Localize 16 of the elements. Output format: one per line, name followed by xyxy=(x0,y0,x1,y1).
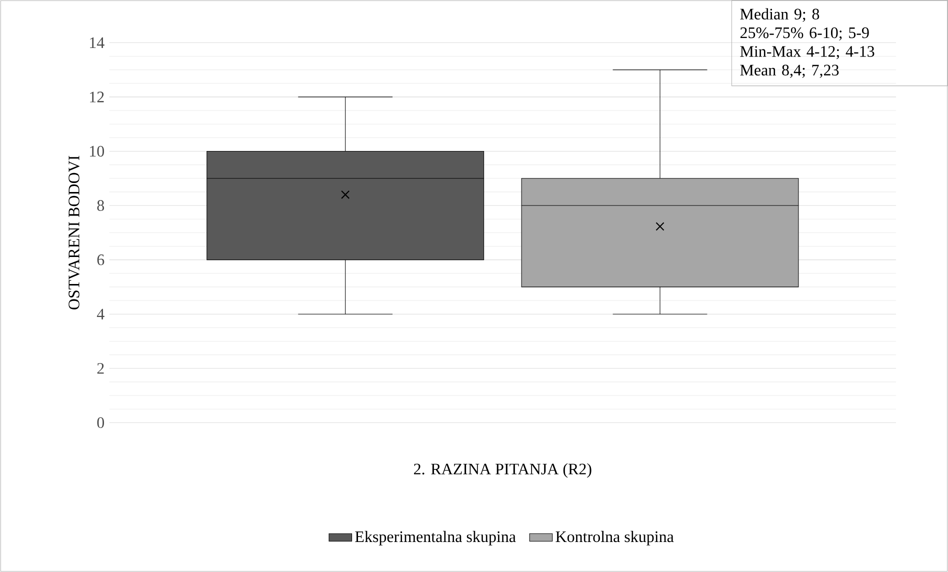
y-tick-label: 0 xyxy=(97,417,104,428)
annotation: Mean 8,4; 7,23 xyxy=(740,64,839,78)
legend-label: Eksperimentalna skupina xyxy=(355,530,516,546)
legend-label: Kontrolna skupina xyxy=(556,530,674,546)
y-tick-label: 6 xyxy=(97,254,104,266)
text: Median 9; 8 xyxy=(740,8,820,22)
y-tick-label: 2 xyxy=(97,363,104,374)
annotation: Min-Max 4-12; 4-13 xyxy=(740,46,874,60)
y-tick-label: 8 xyxy=(97,200,104,211)
y-axis-title: OSTVARENI BODOVI xyxy=(68,156,80,310)
y-tick-label: 10 xyxy=(90,146,104,157)
text: 25%-75% 6-10; 5-9 xyxy=(740,27,869,40)
y-tick-label: 4 xyxy=(96,308,104,320)
x-axis-title: 2. RAZINA PITANJA (R2) xyxy=(414,463,592,478)
y-tick-label: 12 xyxy=(90,92,104,102)
y-tick-label: 14 xyxy=(90,37,104,48)
